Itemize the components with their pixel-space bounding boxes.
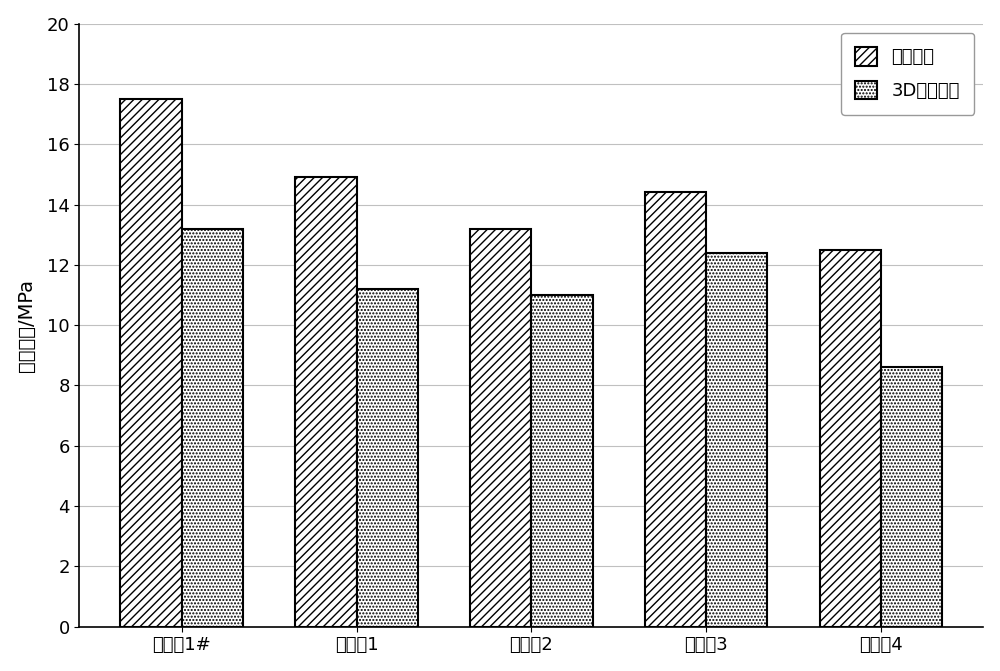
Bar (120, 99, 182, 627)
Bar (645, 193, 706, 627)
Bar (295, 177, 357, 627)
Bar (706, 253, 767, 627)
Bar (182, 229, 243, 627)
Bar (881, 367, 942, 627)
Legend: 浇筑试件, 3D打印试件: 浇筑试件, 3D打印试件 (841, 33, 974, 115)
Y-axis label: 抗压强度/MPa: 抗压强度/MPa (17, 278, 36, 372)
Bar (470, 229, 531, 627)
Bar (357, 289, 418, 627)
Bar (531, 295, 593, 627)
Bar (820, 250, 881, 627)
